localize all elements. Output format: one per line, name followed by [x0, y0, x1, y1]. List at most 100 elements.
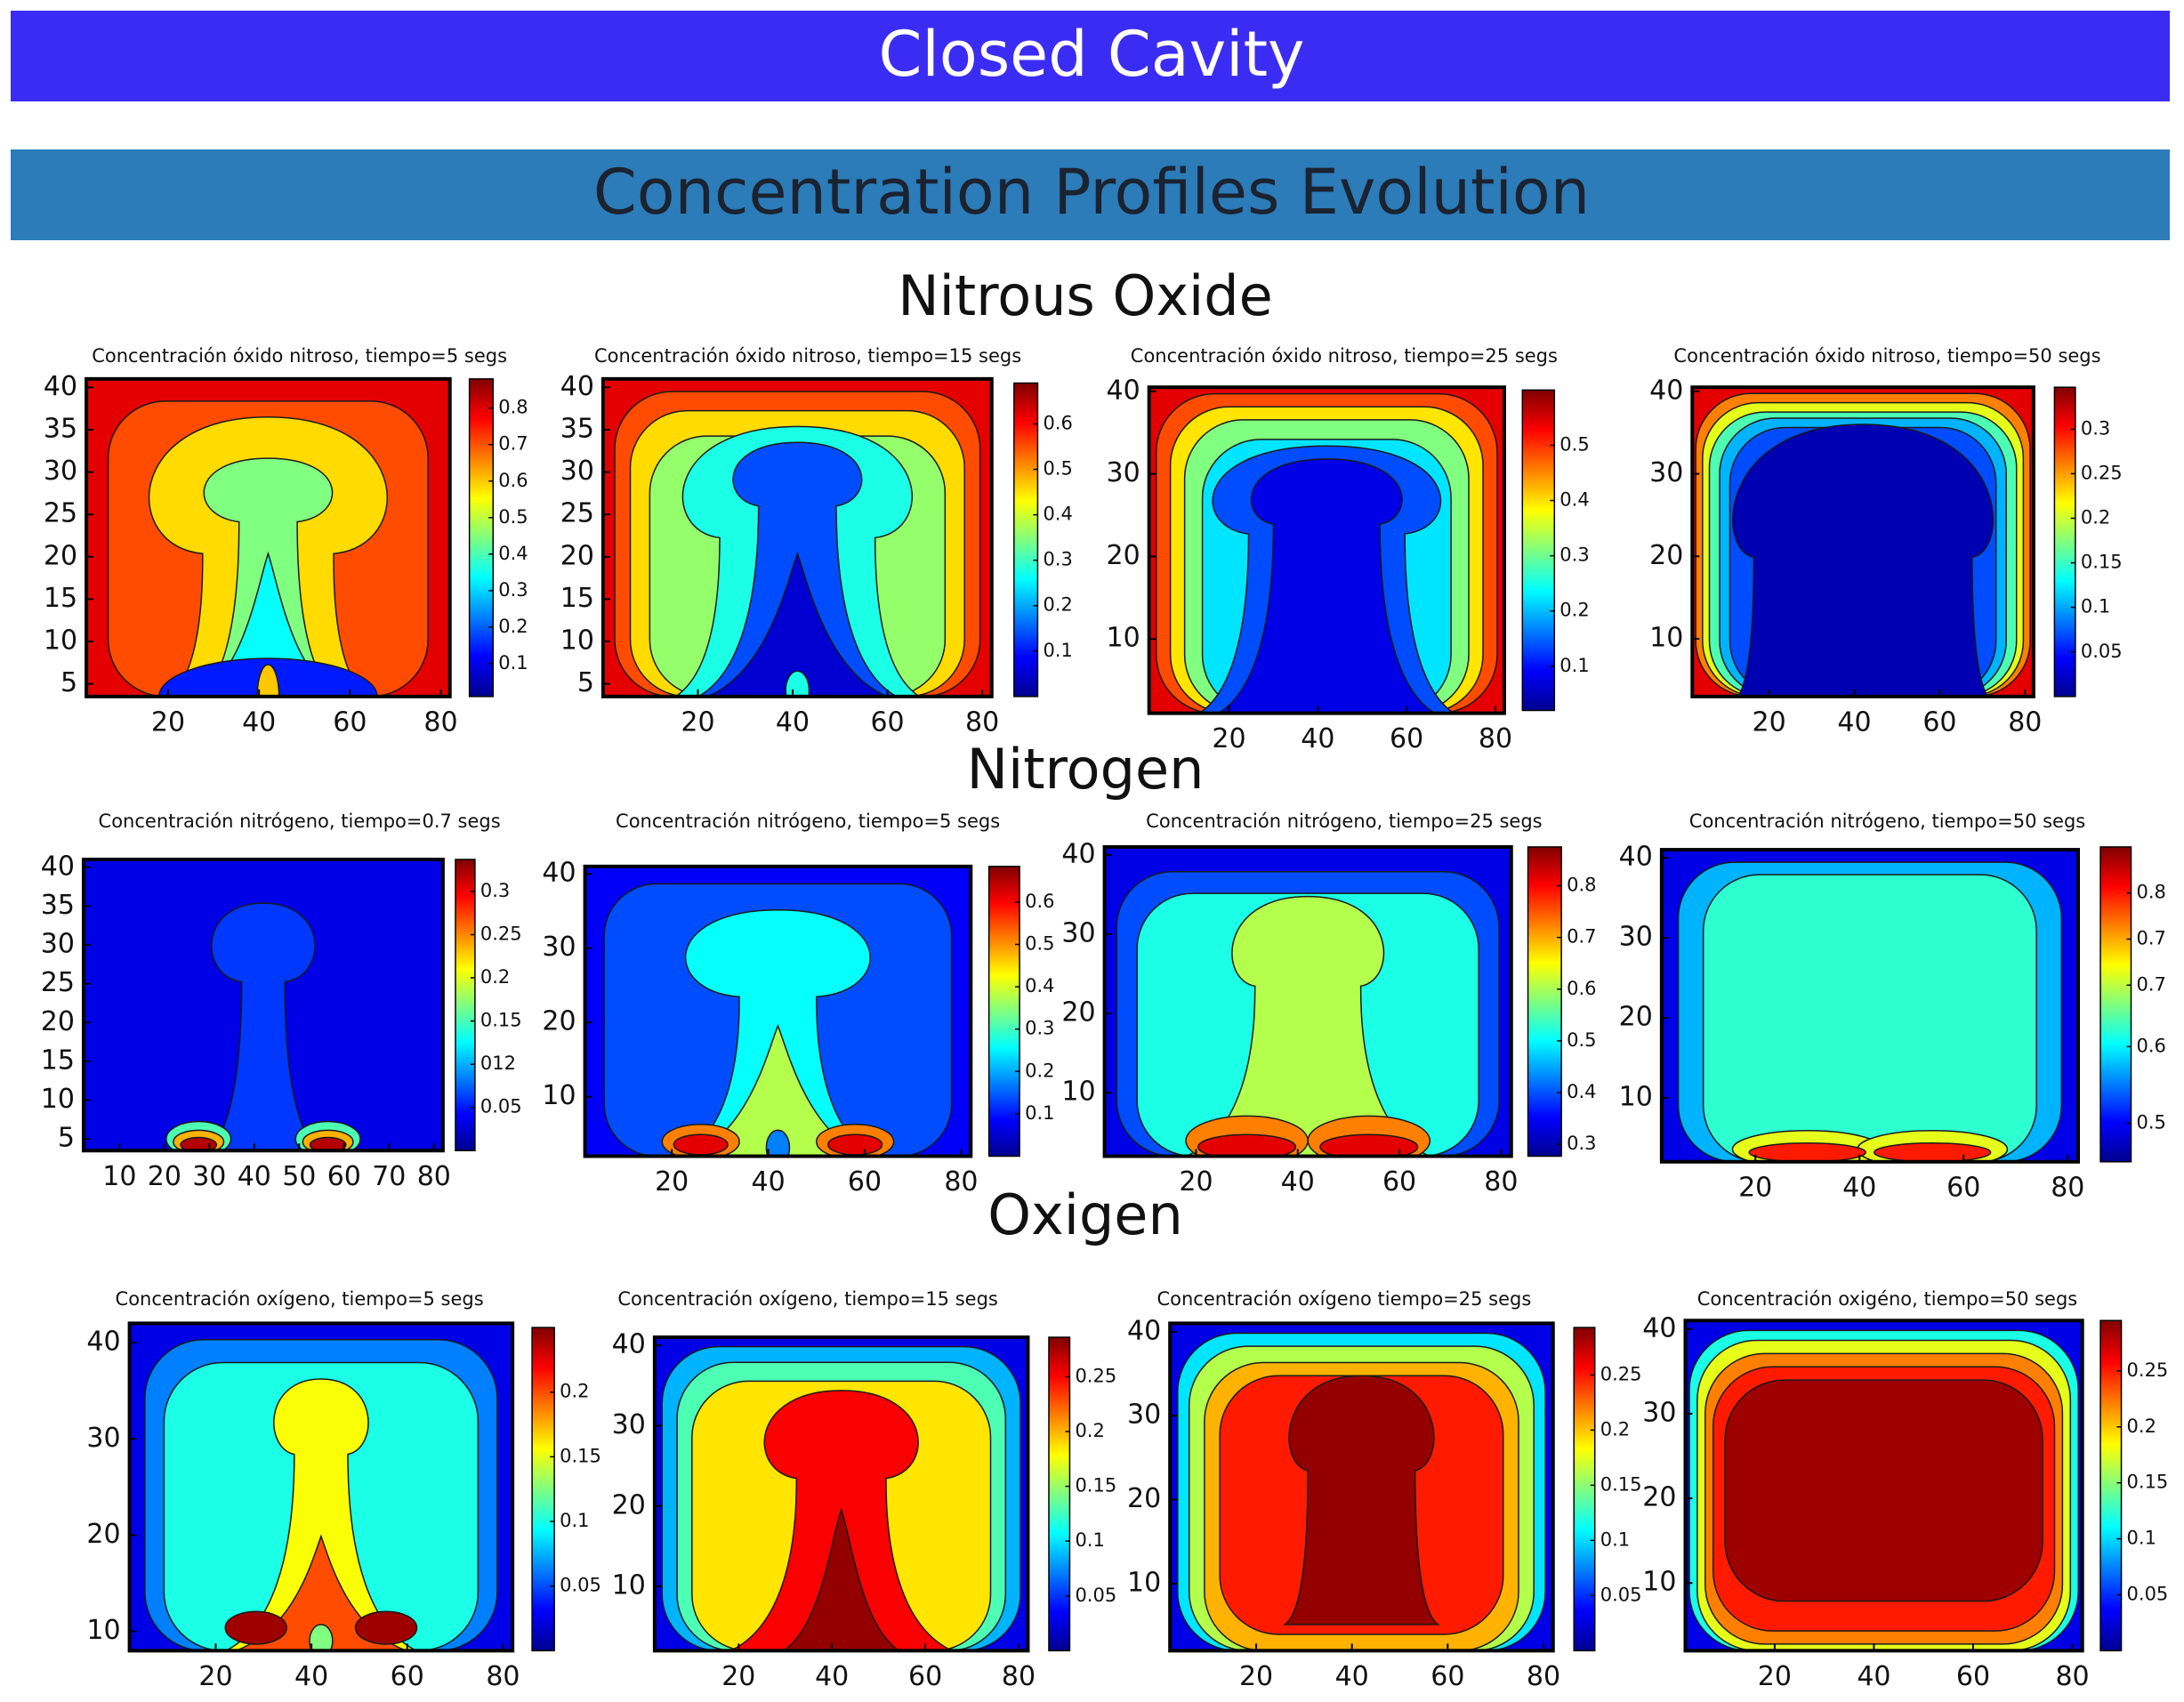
y-tick-label: 40 [86, 1327, 120, 1358]
subtitle-bar [11, 149, 2170, 240]
y-tick-label: 40 [1127, 1315, 1161, 1346]
colorbar-tick-label: 0.5 [1043, 458, 1072, 480]
y-tick-label: 10 [1107, 623, 1140, 654]
colorbar-tick-label: 0.25 [1600, 1363, 1642, 1384]
y-tick-label: 10 [1061, 1077, 1095, 1108]
y-tick-label: 20 [86, 1519, 120, 1550]
y-tick-label: 40 [560, 371, 594, 402]
panel-title: Concentración nitrógeno, tiempo=25 segs [1146, 811, 1542, 832]
y-tick-label: 20 [1127, 1483, 1161, 1514]
x-tick-label: 60 [1430, 1661, 1464, 1692]
x-tick-label: 40 [1281, 1166, 1315, 1198]
y-tick-label: 30 [1619, 921, 1653, 952]
y-tick-label: 30 [612, 1409, 646, 1440]
colorbar-tick-label: 0.5 [2137, 1112, 2166, 1133]
colorbar-tick-label: 0.05 [1600, 1584, 1642, 1605]
contour-field [654, 1337, 1028, 1651]
x-tick-label: 20 [148, 1161, 181, 1192]
x-tick-label: 60 [870, 706, 904, 738]
y-tick-label: 35 [41, 890, 75, 921]
colorbar-tick-label: 0.3 [1025, 1018, 1054, 1039]
colorbar [1048, 1336, 1071, 1652]
colorbar-tick-label: 0.15 [2127, 1472, 2169, 1493]
panel: Concentración óxido nitroso, tiempo=15 s… [560, 345, 1073, 738]
x-tick-label: 20 [198, 1661, 232, 1692]
plot-frame [127, 1321, 515, 1653]
x-tick-label: 40 [1335, 1661, 1369, 1692]
colorbar-tick-label: 0.1 [2127, 1528, 2156, 1549]
x-tick-label: 70 [372, 1161, 406, 1192]
panel-title: Concentración oxígeno, tiempo=5 segs [116, 1288, 484, 1310]
plot-frame [1683, 1319, 2084, 1653]
y-tick-label: 10 [612, 1570, 646, 1601]
x-tick-label: 40 [752, 1166, 786, 1198]
contour-band [1216, 458, 1438, 714]
x-tick-label: 80 [486, 1661, 520, 1692]
colorbar-tick-label: 0.1 [498, 652, 528, 674]
colorbar-tick-label: 0.3 [480, 880, 510, 901]
y-tick-label: 25 [41, 967, 75, 998]
y-tick-label: 40 [1619, 842, 1653, 873]
contour-field [1661, 850, 2079, 1162]
panel: Concentración oxígeno, tiempo=15 segs 20 4… [612, 1288, 1117, 1692]
x-tick-label: 10 [102, 1161, 136, 1192]
colorbar-tick-label: 0.3 [1559, 544, 1589, 566]
y-tick-label: 25 [560, 498, 594, 529]
colorbar-tick-label: 0.7 [498, 433, 528, 455]
contour-band [223, 1378, 419, 1651]
contour-field [584, 866, 971, 1157]
y-tick-label: 40 [1107, 375, 1140, 406]
plot-frame [600, 376, 994, 698]
y-tick-label: 10 [1127, 1567, 1161, 1598]
colorbar-tick-label: 0.7 [1567, 926, 1596, 948]
contour-field [129, 1323, 513, 1651]
colorbar [531, 1327, 555, 1652]
x-tick-label: 60 [333, 706, 367, 738]
colorbar-tick-label: 0.1 [1559, 655, 1589, 676]
colorbar-tick-label: 0.6 [1043, 413, 1072, 434]
y-tick-label: 25 [44, 498, 77, 529]
x-tick-label: 60 [327, 1161, 361, 1192]
colorbar-tick-label: 0.8 [2137, 882, 2166, 903]
x-tick-label: 50 [282, 1161, 316, 1192]
contour-field [1170, 1323, 1553, 1651]
y-tick-label: 10 [1619, 1081, 1653, 1112]
colorbar-tick-label: 0.2 [1025, 1060, 1054, 1081]
y-tick-label: 35 [560, 413, 594, 444]
y-tick-label: 30 [44, 456, 77, 487]
x-tick-label: 20 [1758, 1661, 1792, 1692]
colorbar-tick-label: 0.3 [1567, 1133, 1596, 1154]
colorbar-tick-label: 012 [480, 1053, 516, 1074]
y-tick-label: 15 [44, 583, 77, 614]
y-tick-label: 20 [1649, 540, 1683, 571]
y-tick-label: 10 [560, 625, 594, 656]
contour-band [180, 1136, 218, 1151]
contour-band [705, 552, 890, 697]
panel-title: Concentración óxido nitroso, tiempo=50 s… [1673, 345, 2100, 367]
contour-band [1702, 874, 2037, 1162]
colorbar-tick-label: 0.6 [498, 470, 528, 491]
colorbar-tick-label: 0.15 [2081, 552, 2123, 573]
x-tick-label: 80 [1484, 1166, 1518, 1198]
colorbar [2099, 1319, 2123, 1652]
contour-field [83, 859, 443, 1151]
panel: Concentración oxigéno, tiempo=50 segs 20 4… [1642, 1288, 2168, 1692]
contour-band [673, 1133, 729, 1156]
colorbar-tick-label: 0.25 [480, 924, 522, 945]
colorbar-tick-label: 0.4 [1567, 1081, 1596, 1102]
y-tick-label: 20 [612, 1489, 646, 1521]
colorbar-tick-label: 0.15 [1075, 1475, 1116, 1496]
x-tick-label: 80 [1527, 1661, 1560, 1692]
x-tick-label: 20 [1212, 723, 1245, 754]
colorbar-tick-label: 0.2 [1043, 594, 1072, 616]
colorbar-tick-label: 0.5 [1559, 433, 1589, 455]
x-tick-label: 20 [655, 1166, 689, 1198]
panel-title: Concentración nitrógeno, tiempo=50 segs [1689, 811, 2085, 832]
x-tick-label: 40 [815, 1661, 849, 1692]
colorbar-tick-label: 0.8 [498, 397, 528, 418]
colorbar-tick-label: 0.6 [2137, 1035, 2166, 1056]
y-tick-label: 30 [542, 932, 576, 963]
colorbar-tick-label: 0.5 [498, 506, 528, 528]
contour-band [1197, 1133, 1297, 1157]
